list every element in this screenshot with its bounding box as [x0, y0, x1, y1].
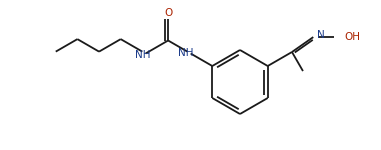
Text: OH: OH	[344, 32, 360, 42]
Text: N: N	[317, 30, 325, 40]
Text: NH: NH	[178, 48, 194, 57]
Text: O: O	[164, 9, 172, 18]
Text: NH: NH	[135, 50, 150, 60]
